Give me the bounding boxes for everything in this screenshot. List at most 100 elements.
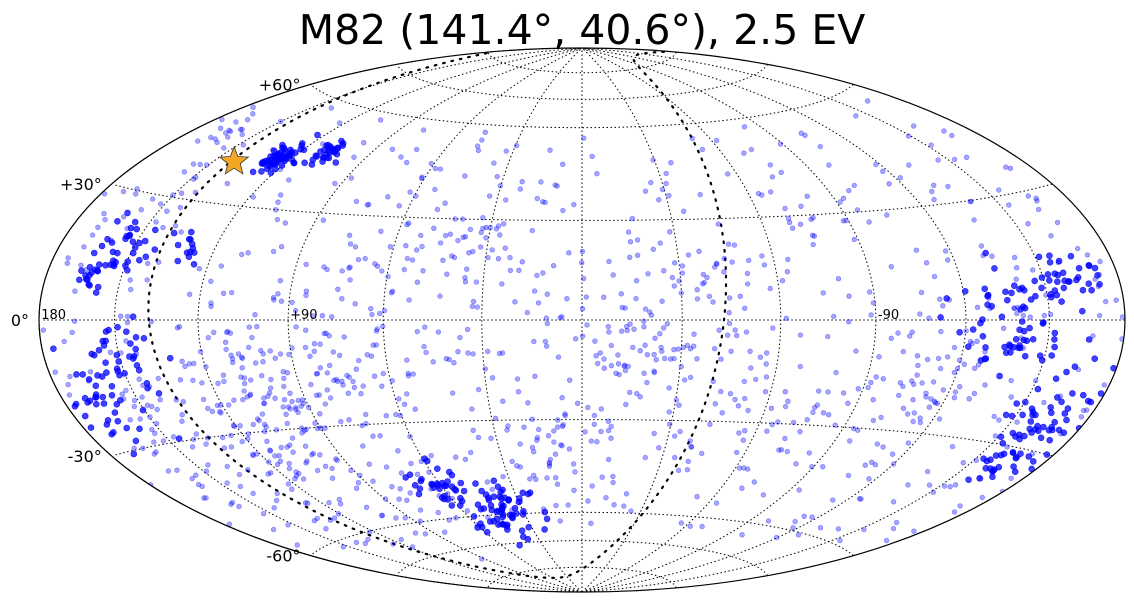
data-point	[123, 387, 129, 394]
data-point	[832, 422, 838, 428]
data-point	[763, 374, 770, 380]
data-point	[493, 226, 500, 232]
data-point	[338, 137, 345, 145]
data-point	[539, 199, 546, 205]
lat-gridline	[311, 84, 854, 129]
data-point	[147, 414, 153, 420]
data-point	[195, 138, 201, 144]
data-point	[585, 498, 591, 504]
data-point	[129, 238, 137, 246]
data-point	[464, 326, 471, 333]
data-point	[71, 402, 79, 410]
data-point	[188, 228, 195, 236]
data-point	[798, 130, 804, 136]
data-point	[312, 420, 318, 426]
data-point	[566, 446, 573, 452]
data-point	[509, 514, 516, 522]
data-point	[625, 363, 631, 370]
data-point	[404, 357, 410, 363]
data-point	[324, 266, 330, 273]
data-point	[314, 425, 321, 432]
data-point	[840, 218, 847, 224]
data-point	[482, 129, 488, 136]
data-point	[124, 258, 131, 265]
data-point	[185, 235, 193, 243]
data-point	[250, 452, 257, 459]
data-point	[846, 438, 853, 444]
data-point	[557, 315, 563, 321]
data-point	[250, 194, 256, 200]
data-point	[278, 298, 285, 304]
data-point	[286, 460, 292, 467]
data-point	[944, 354, 951, 360]
data-point	[671, 283, 677, 289]
data-point	[608, 423, 614, 430]
data-point	[554, 417, 561, 423]
data-point	[718, 388, 724, 395]
data-point	[900, 348, 906, 355]
data-point	[483, 528, 491, 536]
data-point	[769, 421, 775, 428]
data-point	[876, 354, 882, 360]
data-point	[237, 483, 244, 490]
data-point	[200, 396, 207, 403]
data-point	[701, 279, 707, 286]
data-point	[560, 207, 566, 214]
data-point	[348, 467, 354, 473]
data-point	[173, 397, 180, 403]
data-point	[90, 249, 98, 257]
data-point	[1035, 253, 1043, 261]
data-point	[911, 528, 917, 534]
data-point	[642, 188, 649, 194]
data-point	[449, 253, 455, 259]
data-point	[303, 426, 309, 432]
data-point	[726, 310, 732, 316]
data-point	[245, 467, 251, 473]
data-point	[61, 338, 67, 345]
data-point	[501, 221, 507, 227]
data-point	[659, 298, 665, 304]
lat-tick-label: 0°	[11, 311, 29, 330]
data-point	[770, 325, 776, 331]
data-point	[866, 476, 872, 482]
data-point	[274, 216, 281, 223]
data-point	[652, 335, 658, 341]
data-point	[308, 161, 316, 168]
data-point	[675, 467, 682, 474]
data-point	[360, 443, 366, 449]
data-point	[1041, 312, 1048, 319]
data-point	[67, 373, 73, 380]
data-point	[840, 195, 847, 202]
data-point	[651, 368, 657, 374]
data-point	[1012, 335, 1020, 343]
data-point	[435, 329, 442, 335]
data-point	[935, 355, 942, 362]
data-point	[982, 344, 989, 351]
data-point	[389, 484, 395, 490]
data-point	[926, 315, 932, 321]
data-point	[478, 523, 486, 531]
data-point	[633, 278, 640, 284]
data-point	[113, 351, 121, 359]
data-point	[837, 199, 843, 205]
data-point	[598, 406, 604, 412]
data-point	[644, 379, 650, 386]
data-point	[250, 490, 256, 497]
data-point	[256, 417, 262, 424]
data-point	[1021, 432, 1028, 440]
data-point	[477, 244, 484, 250]
data-point	[924, 468, 931, 475]
data-point	[140, 334, 148, 342]
data-point	[630, 344, 636, 351]
data-point	[1041, 399, 1047, 406]
data-point	[442, 529, 448, 535]
data-point	[1027, 418, 1035, 425]
data-point	[699, 281, 706, 287]
data-point	[174, 241, 182, 249]
data-point	[1085, 280, 1092, 288]
data-point	[299, 397, 306, 403]
data-point	[926, 482, 933, 488]
data-point	[296, 470, 302, 477]
data-point	[496, 350, 503, 357]
